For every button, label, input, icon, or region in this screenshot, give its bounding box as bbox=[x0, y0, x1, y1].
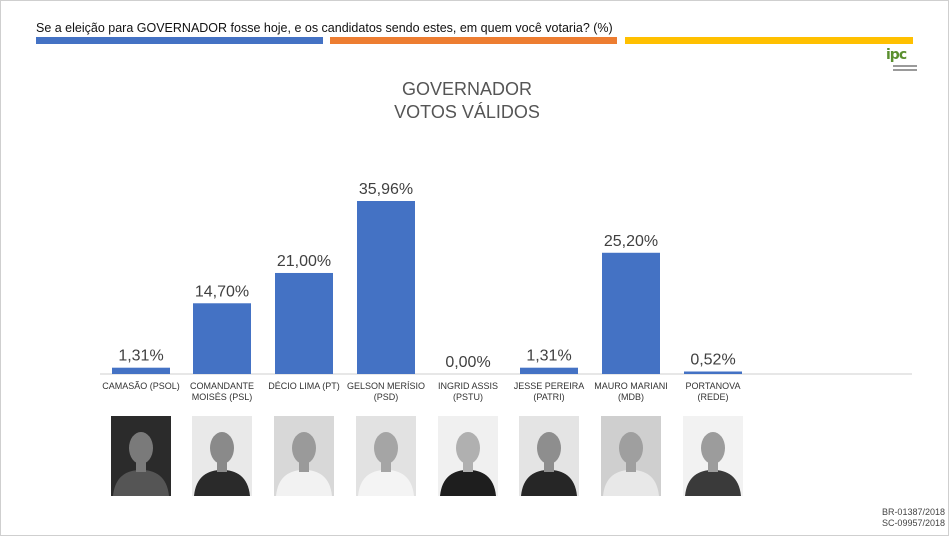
data-label: 1,31% bbox=[526, 348, 571, 365]
bar bbox=[112, 367, 170, 374]
category-label: JESSE PEREIRA (PATRI) bbox=[513, 381, 585, 402]
category-label: COMANDANTE MOISÉS (PSL) bbox=[189, 381, 254, 402]
data-label: 0,52% bbox=[690, 351, 735, 368]
category-label: PORTANOVA (REDE) bbox=[685, 381, 741, 402]
data-label: 21,00% bbox=[277, 253, 331, 270]
category-label: CAMASÃO (PSOL) bbox=[102, 381, 180, 391]
portanova-photo bbox=[683, 416, 743, 496]
comandante-moises-photo bbox=[192, 416, 252, 496]
data-label: 35,96% bbox=[359, 181, 413, 198]
data-label: 14,70% bbox=[195, 283, 249, 300]
category-label: GELSON MERÍSIO (PSD) bbox=[346, 381, 426, 402]
header-stripe-yellow bbox=[625, 37, 913, 44]
bar bbox=[684, 371, 742, 374]
survey-question: Se a eleição para GOVERNADOR fosse hoje,… bbox=[36, 21, 613, 35]
header-stripe-orange bbox=[330, 37, 617, 44]
logo-tagline-line bbox=[893, 65, 917, 67]
bar bbox=[357, 201, 415, 374]
registration-number-sc: SC-09957/2018 bbox=[881, 518, 945, 528]
category-label: DÉCIO LIMA (PT) bbox=[268, 381, 340, 391]
chart-title: GOVERNADOR bbox=[401, 79, 533, 99]
header-stripe-blue bbox=[36, 37, 323, 44]
gelson-merisio-photo bbox=[356, 416, 416, 496]
registration-number-br: BR-01387/2018 bbox=[881, 507, 945, 517]
data-label: 1,31% bbox=[118, 348, 163, 365]
bar bbox=[602, 252, 660, 374]
category-label: INGRID ASSIS (PSTU) bbox=[437, 381, 499, 402]
data-label: 0,00% bbox=[445, 354, 490, 371]
mauro-mariani-photo bbox=[601, 416, 661, 496]
logo-tagline-line bbox=[893, 69, 917, 71]
category-label: MAURO MARIANI (MDB) bbox=[594, 381, 668, 402]
camasao-photo bbox=[111, 416, 171, 496]
ipc-logo: ipc bbox=[884, 47, 917, 74]
data-label: 25,20% bbox=[604, 233, 658, 250]
ipc-logo-text: ipc bbox=[886, 47, 907, 63]
decio-lima-photo bbox=[274, 416, 334, 496]
chart-subtitle: VOTOS VÁLIDOS bbox=[394, 102, 540, 122]
bar bbox=[193, 303, 251, 374]
bar bbox=[275, 272, 333, 374]
ingrid-assis-photo bbox=[438, 416, 498, 496]
bar bbox=[520, 367, 578, 374]
jesse-pereira-photo bbox=[519, 416, 579, 496]
